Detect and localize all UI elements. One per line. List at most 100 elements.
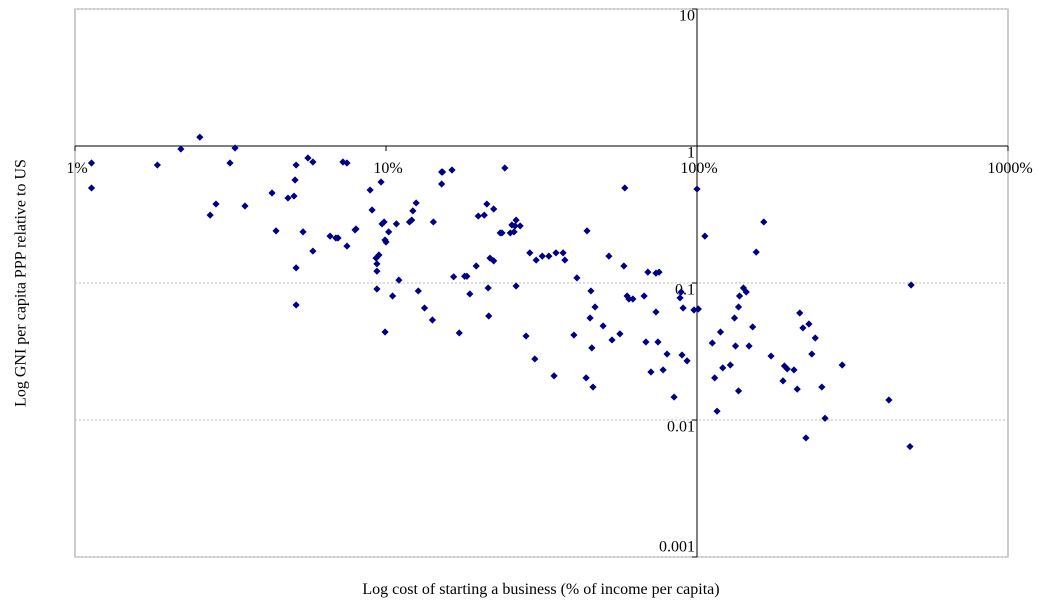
point [438,180,446,188]
point [652,269,660,277]
point [808,350,816,358]
point [512,216,520,224]
point [372,254,380,262]
x-axis-label: Log cost of starting a business (% of in… [362,581,719,598]
point [677,288,685,296]
point [799,324,807,332]
point [679,304,687,312]
point [368,206,376,214]
point [573,274,581,282]
point [380,218,388,226]
point [589,383,597,391]
point [522,332,530,340]
point [231,144,239,152]
point [605,252,613,260]
point [486,254,494,262]
x-tick-label: 1000% [987,160,1032,177]
point [663,350,671,358]
point [309,247,317,255]
point [693,185,701,193]
point [343,159,351,167]
point [196,133,204,141]
point [670,393,678,401]
point [532,256,540,264]
point [272,227,280,235]
point [448,166,456,174]
point [713,407,721,415]
point [326,232,334,240]
point [455,329,463,337]
point [292,301,300,309]
point [752,248,760,256]
point [726,361,734,369]
point [409,207,417,215]
point [760,218,768,226]
y-tick-label: 0.01 [667,419,695,436]
point [292,264,300,272]
point [466,290,474,298]
point [821,414,829,422]
point [735,292,744,300]
point [429,218,437,226]
point [545,252,553,260]
point [586,314,594,322]
point [640,292,648,300]
point [716,328,725,336]
point [490,205,498,213]
y-tick-label: 10 [679,8,695,25]
point [783,365,791,373]
point [490,257,498,265]
point [625,295,633,303]
y-tick-label: 0.1 [675,282,695,299]
point [570,331,578,339]
point [734,303,743,311]
point [87,184,96,192]
point [474,212,482,220]
point [906,442,914,451]
point [531,355,539,363]
point [484,284,492,292]
point [153,161,161,169]
point [334,234,342,242]
point [385,228,393,236]
point [655,268,663,276]
point [290,192,298,200]
point [381,328,389,336]
point [676,294,684,302]
point [683,357,691,365]
point [483,200,491,208]
point [463,272,471,280]
point [629,295,637,303]
point [226,159,234,167]
point [742,288,750,296]
point [647,368,655,376]
point [292,161,300,169]
point [793,385,801,393]
point [241,202,249,210]
point [291,176,299,184]
point [805,320,813,328]
point [375,251,383,259]
point [284,194,292,202]
point [373,267,381,275]
point [608,336,616,344]
point [472,262,480,270]
point [408,216,416,224]
point [652,308,660,316]
point [377,178,385,186]
point [659,366,667,374]
point [206,211,214,219]
point [701,232,709,240]
point [309,158,317,166]
point [392,220,400,228]
point [719,364,727,372]
point [304,154,312,162]
point [395,276,403,284]
point [591,303,599,311]
point [796,309,804,317]
x-tick-label: 1% [66,160,87,177]
point [678,351,686,359]
point [731,342,740,350]
point [450,273,458,281]
